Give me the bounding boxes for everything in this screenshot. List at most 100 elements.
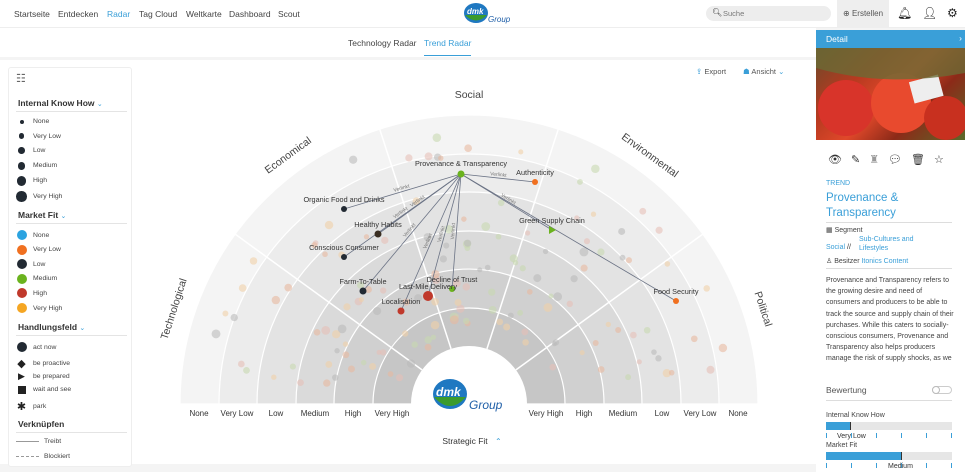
nav-radar[interactable]: Radar bbox=[107, 9, 131, 19]
trend-marker[interactable] bbox=[374, 230, 382, 238]
background-trend-dot[interactable] bbox=[432, 133, 442, 142]
background-trend-dot[interactable] bbox=[570, 275, 578, 283]
background-trend-dot[interactable] bbox=[289, 363, 296, 370]
background-trend-dot[interactable] bbox=[230, 313, 238, 322]
background-trend-dot[interactable] bbox=[461, 216, 467, 222]
background-trend-dot[interactable] bbox=[438, 155, 444, 161]
background-trend-dot[interactable] bbox=[402, 330, 409, 337]
trend-label[interactable]: Conscious Consumer bbox=[309, 243, 379, 252]
legend-item-market-fit[interactable]: None bbox=[16, 230, 49, 240]
background-trend-dot[interactable] bbox=[243, 366, 250, 374]
background-trend-dot[interactable] bbox=[452, 279, 461, 288]
legend-item-ikh[interactable]: None bbox=[16, 118, 49, 125]
background-trend-dot[interactable] bbox=[211, 329, 221, 339]
legend-item-market-fit[interactable]: High bbox=[16, 288, 47, 299]
trend-marker[interactable] bbox=[549, 226, 556, 234]
legend-item-handlungsfeld[interactable]: ▶ be prepared bbox=[16, 371, 70, 382]
background-trend-dot[interactable] bbox=[651, 349, 657, 355]
legend-item-ikh[interactable]: Very Low bbox=[16, 133, 61, 140]
background-trend-dot[interactable] bbox=[718, 343, 728, 353]
trend-marker[interactable] bbox=[341, 254, 347, 260]
background-trend-dot[interactable] bbox=[360, 359, 367, 366]
trend-marker[interactable] bbox=[673, 298, 679, 304]
background-trend-dot[interactable] bbox=[566, 300, 573, 308]
background-trend-dot[interactable] bbox=[597, 366, 605, 373]
background-trend-dot[interactable] bbox=[590, 211, 597, 217]
background-trend-dot[interactable] bbox=[662, 368, 671, 378]
nav-startseite[interactable]: Startseite bbox=[14, 9, 50, 19]
background-trend-dot[interactable] bbox=[533, 274, 542, 283]
background-trend-dot[interactable] bbox=[503, 323, 511, 331]
nav-tag-cloud[interactable]: Tag Cloud bbox=[139, 9, 178, 19]
background-trend-dot[interactable] bbox=[552, 339, 560, 346]
background-trend-dot[interactable] bbox=[439, 255, 447, 263]
background-trend-dot[interactable] bbox=[313, 328, 321, 336]
background-trend-dot[interactable] bbox=[463, 239, 472, 247]
background-trend-dot[interactable] bbox=[431, 297, 439, 306]
background-trend-dot[interactable] bbox=[592, 340, 599, 347]
background-trend-dot[interactable] bbox=[364, 285, 372, 294]
legend-heading-market-fit[interactable]: Market Fit ⌄ bbox=[18, 210, 67, 220]
background-trend-dot[interactable] bbox=[518, 149, 524, 155]
background-trend-dot[interactable] bbox=[342, 351, 350, 359]
background-trend-dot[interactable] bbox=[297, 379, 304, 387]
background-trend-dot[interactable] bbox=[525, 230, 531, 236]
trend-label[interactable]: Organic Food and Drinks bbox=[303, 195, 384, 204]
mf-bar[interactable] bbox=[826, 452, 952, 460]
trend-marker[interactable] bbox=[449, 286, 455, 292]
background-trend-dot[interactable] bbox=[347, 365, 355, 373]
legend-item-handlungsfeld[interactable]: ◆ be proactive bbox=[17, 357, 71, 370]
owner-link[interactable]: Itonics Content bbox=[861, 258, 909, 265]
background-trend-dot[interactable] bbox=[424, 343, 432, 351]
background-trend-dot[interactable] bbox=[615, 327, 622, 333]
background-trend-dot[interactable] bbox=[311, 242, 318, 249]
background-trend-dot[interactable] bbox=[484, 264, 491, 271]
background-trend-dot[interactable] bbox=[522, 339, 529, 346]
background-trend-dot[interactable] bbox=[464, 245, 471, 251]
background-trend-dot[interactable] bbox=[549, 363, 557, 371]
background-trend-dot[interactable] bbox=[488, 288, 496, 296]
background-trend-dot[interactable] bbox=[412, 197, 421, 205]
background-trend-dot[interactable] bbox=[332, 330, 341, 339]
legend-heading-ikh[interactable]: Internal Know How ⌄ bbox=[18, 98, 103, 108]
background-trend-dot[interactable] bbox=[643, 326, 651, 334]
trend-link[interactable] bbox=[400, 173, 462, 312]
trend-marker[interactable] bbox=[341, 206, 347, 212]
background-trend-dot[interactable] bbox=[464, 144, 472, 153]
background-trend-dot[interactable] bbox=[395, 374, 404, 382]
background-trend-dot[interactable] bbox=[625, 257, 633, 264]
background-trend-dot[interactable] bbox=[376, 349, 382, 355]
bell-icon[interactable]: 🔔︎ bbox=[897, 6, 913, 20]
background-trend-dot[interactable] bbox=[334, 348, 340, 354]
background-trend-dot[interactable] bbox=[342, 341, 349, 347]
background-trend-dot[interactable] bbox=[323, 379, 331, 387]
trend-label[interactable]: Decline of Trust bbox=[427, 275, 478, 284]
trend-marker[interactable] bbox=[423, 291, 433, 301]
background-trend-dot[interactable] bbox=[579, 247, 589, 257]
tab-trend-radar[interactable]: Trend Radar bbox=[424, 38, 472, 56]
background-trend-dot[interactable] bbox=[495, 233, 502, 240]
background-trend-dot[interactable] bbox=[271, 374, 277, 380]
trend-marker[interactable] bbox=[359, 287, 367, 295]
background-trend-dot[interactable] bbox=[664, 261, 671, 267]
ikh-bar[interactable] bbox=[826, 422, 952, 430]
nav-entdecken[interactable]: Entdecken bbox=[58, 9, 99, 19]
background-trend-dot[interactable] bbox=[636, 359, 642, 365]
background-trend-dot[interactable] bbox=[237, 360, 245, 368]
trend-label[interactable]: Authenticity bbox=[516, 168, 554, 177]
background-trend-dot[interactable] bbox=[414, 294, 423, 303]
background-trend-dot[interactable] bbox=[381, 236, 389, 244]
background-trend-dot[interactable] bbox=[512, 260, 519, 266]
trend-link[interactable] bbox=[460, 173, 536, 183]
user-icon[interactable]: 👤︎ bbox=[922, 6, 938, 20]
search-input[interactable]: 🔍︎ Suche bbox=[706, 6, 831, 21]
background-trend-dot[interactable] bbox=[597, 248, 605, 256]
view-dropdown[interactable]: ☗ Ansicht ⌄ bbox=[743, 67, 785, 76]
background-trend-dot[interactable] bbox=[703, 285, 710, 292]
background-trend-dot[interactable] bbox=[454, 299, 462, 306]
background-trend-dot[interactable] bbox=[519, 265, 526, 272]
background-trend-dot[interactable] bbox=[481, 222, 491, 231]
trend-label[interactable]: Healthy Habits bbox=[354, 220, 402, 229]
chevron-right-icon[interactable]: › bbox=[959, 33, 962, 43]
background-trend-dot[interactable] bbox=[343, 303, 351, 311]
